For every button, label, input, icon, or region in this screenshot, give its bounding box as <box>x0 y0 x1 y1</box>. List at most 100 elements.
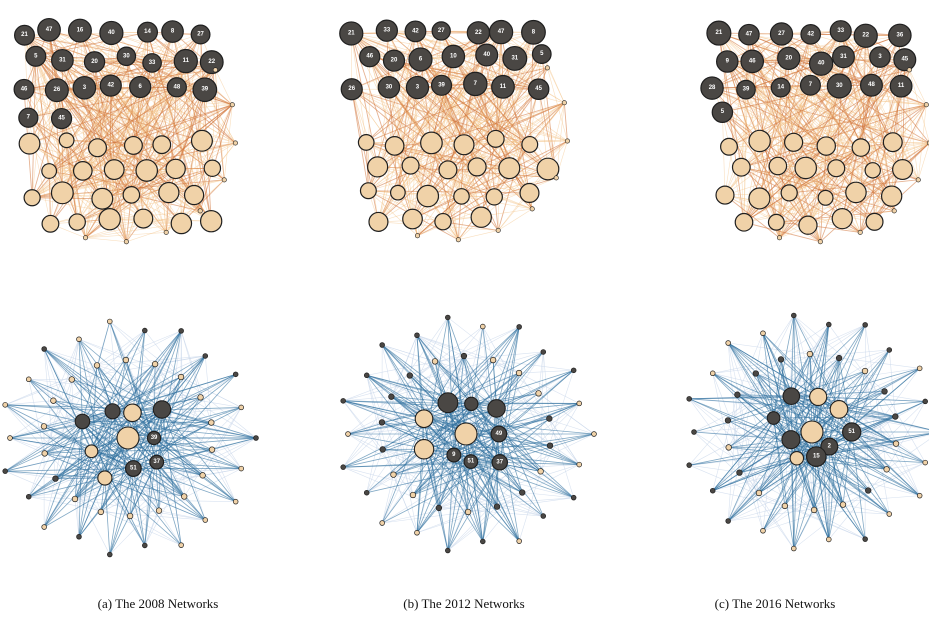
network-edge <box>28 117 103 200</box>
dark-node <box>706 20 732 46</box>
light-node <box>760 330 766 337</box>
network-edge <box>828 469 887 540</box>
network-edge <box>343 461 471 468</box>
dark-node <box>502 45 528 71</box>
node-label: 5 <box>721 109 725 115</box>
network-edge <box>563 102 568 142</box>
dark-node <box>137 21 159 43</box>
dark-node <box>862 322 868 328</box>
network-edge <box>727 342 792 440</box>
node-label: 26 <box>54 87 61 93</box>
network-edge <box>77 221 182 224</box>
network-edge <box>829 433 929 447</box>
light-node <box>41 524 47 530</box>
network-edge <box>5 365 98 406</box>
network-edge <box>131 194 201 212</box>
node-label: 27 <box>197 31 204 37</box>
node-label: 20 <box>391 58 398 64</box>
network-edge <box>453 454 484 542</box>
network-edge <box>61 118 63 193</box>
network-edge <box>741 61 753 168</box>
dark-node <box>491 74 515 99</box>
node-label: 39 <box>201 87 208 93</box>
network-edge <box>453 32 534 57</box>
network-edge <box>793 409 840 549</box>
light-node <box>122 186 141 204</box>
network-edge <box>5 470 105 479</box>
dark-node <box>125 460 142 477</box>
network-edge <box>129 409 163 517</box>
network-edge <box>416 408 497 533</box>
dark-node <box>862 536 868 542</box>
network-edge <box>366 355 465 493</box>
dark-node <box>408 47 433 72</box>
dark-node <box>463 71 488 97</box>
network-edge <box>438 497 574 509</box>
dark-node <box>2 468 8 474</box>
dark-node <box>378 419 386 426</box>
dark-node <box>865 487 872 494</box>
network-edge <box>127 422 212 439</box>
network-edge <box>728 505 785 522</box>
light-node <box>202 517 209 523</box>
network-edge <box>43 348 163 410</box>
light-node <box>851 138 871 157</box>
network-edge <box>82 421 212 423</box>
network-edge <box>538 351 544 394</box>
network-edge <box>447 433 467 551</box>
network-edge <box>112 410 236 502</box>
node-label: 11 <box>898 83 905 89</box>
node-label: 31 <box>59 57 66 63</box>
network-edge <box>463 355 501 463</box>
network-edge <box>509 102 565 169</box>
light-node <box>208 446 216 453</box>
network-edge <box>442 140 568 223</box>
network-edge <box>412 166 478 220</box>
dark-node <box>199 50 224 75</box>
node-label: 51 <box>468 459 475 465</box>
dark-node <box>686 396 692 402</box>
network-edge <box>74 498 80 537</box>
dark-node <box>724 417 732 424</box>
network-edge <box>727 419 798 459</box>
light-node <box>916 492 923 499</box>
light-node <box>122 356 130 364</box>
light-node <box>816 136 836 156</box>
network-edge <box>762 504 844 532</box>
light-node <box>221 177 227 183</box>
dark-node <box>52 475 59 482</box>
light-node <box>71 495 79 503</box>
network-edge <box>156 461 203 476</box>
dark-node <box>161 20 184 43</box>
network-edge <box>71 379 242 408</box>
network-edge <box>382 402 449 450</box>
dark-node <box>405 75 430 100</box>
network-edge <box>397 192 459 240</box>
network-edge <box>133 376 182 469</box>
network-edge <box>417 87 496 140</box>
network-edge <box>132 330 182 413</box>
network-edge <box>810 85 861 233</box>
network-edge <box>378 196 462 223</box>
network-edge <box>393 454 454 476</box>
dark-node <box>51 48 74 72</box>
network-edge <box>125 330 182 361</box>
dark-node <box>116 46 137 67</box>
node-label: 51 <box>848 429 855 435</box>
network-edge <box>29 89 205 144</box>
node-label: 30 <box>836 83 843 89</box>
network-edge <box>482 326 498 507</box>
network-edge <box>728 447 795 549</box>
light-node <box>208 419 215 426</box>
light-node <box>183 184 205 206</box>
dark-node <box>445 314 451 321</box>
node-label: 46 <box>21 86 28 92</box>
dark-node <box>340 464 346 470</box>
dark-node <box>99 20 124 46</box>
network-edge <box>394 86 504 147</box>
dark-node <box>531 44 552 64</box>
dark-node <box>379 446 386 453</box>
light-node <box>420 131 443 155</box>
network-edge <box>342 396 392 468</box>
network-edge <box>743 195 892 223</box>
